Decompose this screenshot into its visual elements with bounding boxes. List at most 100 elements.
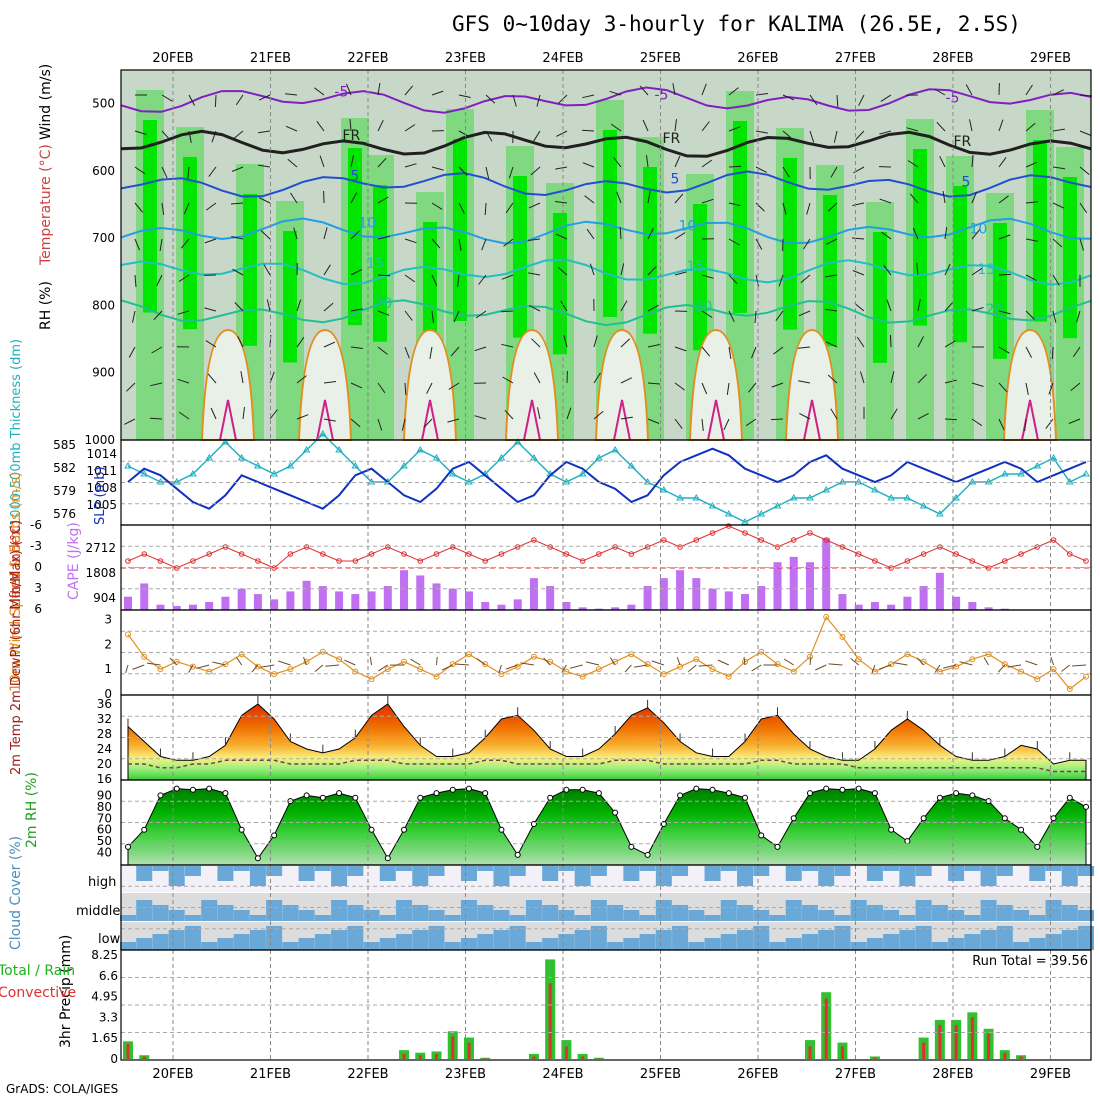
- wind-barb: [798, 380, 811, 384]
- wind-barb: [377, 83, 381, 96]
- cloud-low-bar: [379, 938, 396, 950]
- li-marker: [742, 530, 748, 536]
- cloud-low-bar: [396, 934, 413, 950]
- cloud-high-bar: [980, 866, 997, 886]
- wind-barb: [755, 274, 759, 287]
- rh-marker: [254, 855, 261, 862]
- wind-barb: [701, 418, 704, 431]
- surface-wind-barb: [624, 664, 632, 673]
- wind-barb: [909, 193, 919, 204]
- contour-label: 20: [986, 302, 1004, 318]
- wind-barb: [404, 346, 410, 359]
- surface-wind-barb: [505, 664, 518, 670]
- surface-wind-barb: [188, 664, 194, 673]
- cloud-high-bar: [1045, 866, 1062, 871]
- cape-bar: [237, 588, 246, 610]
- cape-bar: [952, 596, 961, 610]
- cloud-middle-label: middle: [76, 904, 120, 919]
- wind-barb: [350, 269, 362, 276]
- cloud-low-bar: [444, 942, 461, 950]
- wind-barb: [851, 237, 865, 240]
- cloud-high-bar: [574, 866, 591, 886]
- pressure-tick: 900: [92, 366, 115, 380]
- wind-barb: [782, 166, 790, 178]
- wind-speed-marker: [839, 633, 846, 640]
- rh-axis-label: 2m RH (%): [24, 772, 40, 848]
- rh-high-column: [423, 222, 437, 359]
- cloud-low-bar: [672, 926, 689, 950]
- wind-speed-marker: [563, 668, 570, 675]
- contour-label: 15: [366, 256, 384, 272]
- thickness-marker: [254, 462, 262, 469]
- hot-contour: [316, 399, 334, 441]
- cape-bar: [643, 586, 652, 610]
- cloud-middle-bar: [915, 900, 932, 921]
- cloud-high-bar: [233, 866, 250, 871]
- li-marker: [969, 558, 976, 564]
- wind-barb: [156, 274, 163, 287]
- wind-barb: [206, 202, 217, 211]
- precip-total-bar: [480, 1057, 491, 1059]
- cape-bar: [968, 602, 977, 610]
- wind-barb: [134, 166, 146, 175]
- chart-title: GFS 0~10day 3-hourly for KALIMA (26.5E, …: [452, 12, 1021, 36]
- wind-tick: 0: [104, 687, 112, 701]
- wind-barb: [883, 265, 892, 276]
- wind-barb: [296, 299, 302, 312]
- rh-high-column: [993, 223, 1007, 359]
- wind-barb: [917, 412, 929, 420]
- cape-bar: [302, 580, 311, 610]
- rh-marker: [774, 843, 781, 850]
- wind-barb: [998, 234, 1011, 240]
- rh-marker: [871, 790, 878, 797]
- contour-label: 15: [978, 262, 996, 278]
- surface-wind-barb: [569, 664, 583, 669]
- cape-bar: [497, 604, 506, 610]
- wind-barb: [936, 121, 946, 132]
- wind-barb: [586, 228, 595, 240]
- thickness-marker: [270, 470, 279, 477]
- cloud-middle-bar: [1078, 910, 1094, 921]
- thickness-marker: [562, 478, 571, 485]
- li-marker: [125, 558, 131, 564]
- thickness-marker: [156, 478, 165, 485]
- cape-bar: [367, 591, 376, 610]
- cloud-high-bar: [834, 866, 851, 876]
- pressure-tick: 800: [92, 298, 115, 312]
- wind-barb: [431, 310, 434, 323]
- wind-speed-marker: [401, 658, 408, 665]
- cloud-low-bar: [915, 926, 932, 950]
- cloud-middle-bar: [1061, 905, 1078, 921]
- cloud-middle-bar: [509, 915, 526, 921]
- wind-barb: [726, 382, 730, 395]
- wind-barb: [1024, 418, 1027, 431]
- rh-marker: [547, 794, 554, 801]
- cloud-high-bar: [314, 866, 331, 871]
- rh-marker: [693, 785, 700, 792]
- wind-barb: [1025, 382, 1029, 395]
- cloud-high-bar: [639, 866, 656, 871]
- wind-barb: [266, 299, 271, 312]
- wind-barb: [350, 308, 363, 312]
- wind-barb: [159, 238, 163, 251]
- wind-barb: [161, 130, 171, 141]
- rh-high-column: [348, 148, 362, 326]
- wind-speed-marker: [514, 663, 521, 670]
- cloud-middle-bar: [168, 910, 185, 921]
- wind-barb: [263, 264, 271, 276]
- contour-label: FR: [663, 131, 681, 147]
- day-label-top: 25FEB: [640, 51, 681, 66]
- li-marker: [287, 551, 294, 557]
- cloud-low-bar: [1078, 926, 1094, 950]
- wind-barb: [230, 202, 244, 205]
- rh-marker: [319, 794, 326, 801]
- contour-label: 10: [970, 221, 988, 237]
- wind-barb: [285, 125, 298, 132]
- wind-barb: [426, 382, 433, 394]
- wind-barb: [235, 94, 244, 106]
- wind-barb: [350, 382, 363, 389]
- rh-marker: [449, 786, 456, 793]
- wind-barb: [889, 334, 892, 348]
- rh-high-column: [453, 139, 467, 322]
- day-label-top: 24FEB: [542, 51, 583, 66]
